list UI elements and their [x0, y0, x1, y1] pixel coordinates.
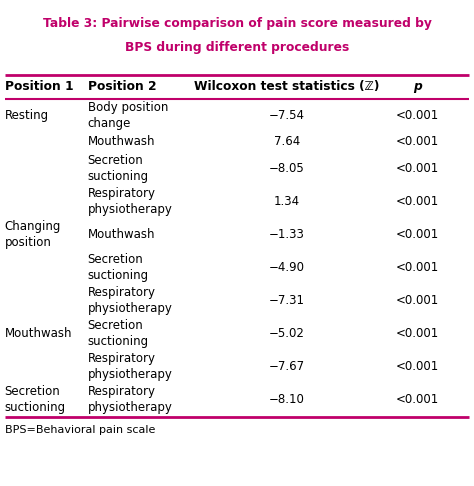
Text: <0.001: <0.001 — [395, 328, 439, 340]
Text: Secretion
suctioning: Secretion suctioning — [88, 253, 149, 282]
Text: Mouthwash: Mouthwash — [88, 136, 155, 148]
Text: Table 3: Pairwise comparison of pain score measured by: Table 3: Pairwise comparison of pain sco… — [43, 17, 431, 30]
Text: Wilcoxon test statistics (ℤ): Wilcoxon test statistics (ℤ) — [194, 81, 380, 93]
Text: p: p — [413, 81, 421, 93]
Text: −7.67: −7.67 — [269, 361, 305, 373]
Text: BPS during different procedures: BPS during different procedures — [125, 41, 349, 54]
Text: Resting: Resting — [5, 109, 49, 122]
Text: BPS=Behavioral pain scale: BPS=Behavioral pain scale — [5, 425, 155, 435]
Text: −5.02: −5.02 — [269, 328, 305, 340]
Text: <0.001: <0.001 — [395, 394, 439, 406]
Text: Body position
change: Body position change — [88, 101, 168, 130]
Text: Position 2: Position 2 — [88, 81, 156, 93]
Text: −1.33: −1.33 — [269, 228, 305, 241]
Text: Respiratory
physiotherapy: Respiratory physiotherapy — [88, 286, 173, 315]
Text: −4.90: −4.90 — [269, 261, 305, 274]
Text: −8.05: −8.05 — [269, 162, 305, 175]
Text: Secretion
suctioning: Secretion suctioning — [88, 154, 149, 183]
Text: <0.001: <0.001 — [395, 228, 439, 241]
Text: Respiratory
physiotherapy: Respiratory physiotherapy — [88, 352, 173, 382]
Text: Changing
position: Changing position — [5, 220, 61, 249]
Text: <0.001: <0.001 — [395, 162, 439, 175]
Text: <0.001: <0.001 — [395, 261, 439, 274]
Text: Respiratory
physiotherapy: Respiratory physiotherapy — [88, 385, 173, 415]
Text: <0.001: <0.001 — [395, 295, 439, 307]
Text: −7.31: −7.31 — [269, 295, 305, 307]
Text: <0.001: <0.001 — [395, 361, 439, 373]
Text: Mouthwash: Mouthwash — [88, 228, 155, 241]
Text: Respiratory
physiotherapy: Respiratory physiotherapy — [88, 187, 173, 216]
Text: −7.54: −7.54 — [269, 109, 305, 122]
Text: 1.34: 1.34 — [273, 195, 300, 208]
Text: <0.001: <0.001 — [395, 109, 439, 122]
Text: Secretion
suctioning: Secretion suctioning — [88, 319, 149, 348]
Text: <0.001: <0.001 — [395, 195, 439, 208]
Text: Position 1: Position 1 — [5, 81, 73, 93]
Text: <0.001: <0.001 — [395, 136, 439, 148]
Text: −8.10: −8.10 — [269, 394, 305, 406]
Text: Mouthwash: Mouthwash — [5, 328, 72, 340]
Text: 7.64: 7.64 — [273, 136, 300, 148]
Text: Secretion
suctioning: Secretion suctioning — [5, 385, 66, 415]
